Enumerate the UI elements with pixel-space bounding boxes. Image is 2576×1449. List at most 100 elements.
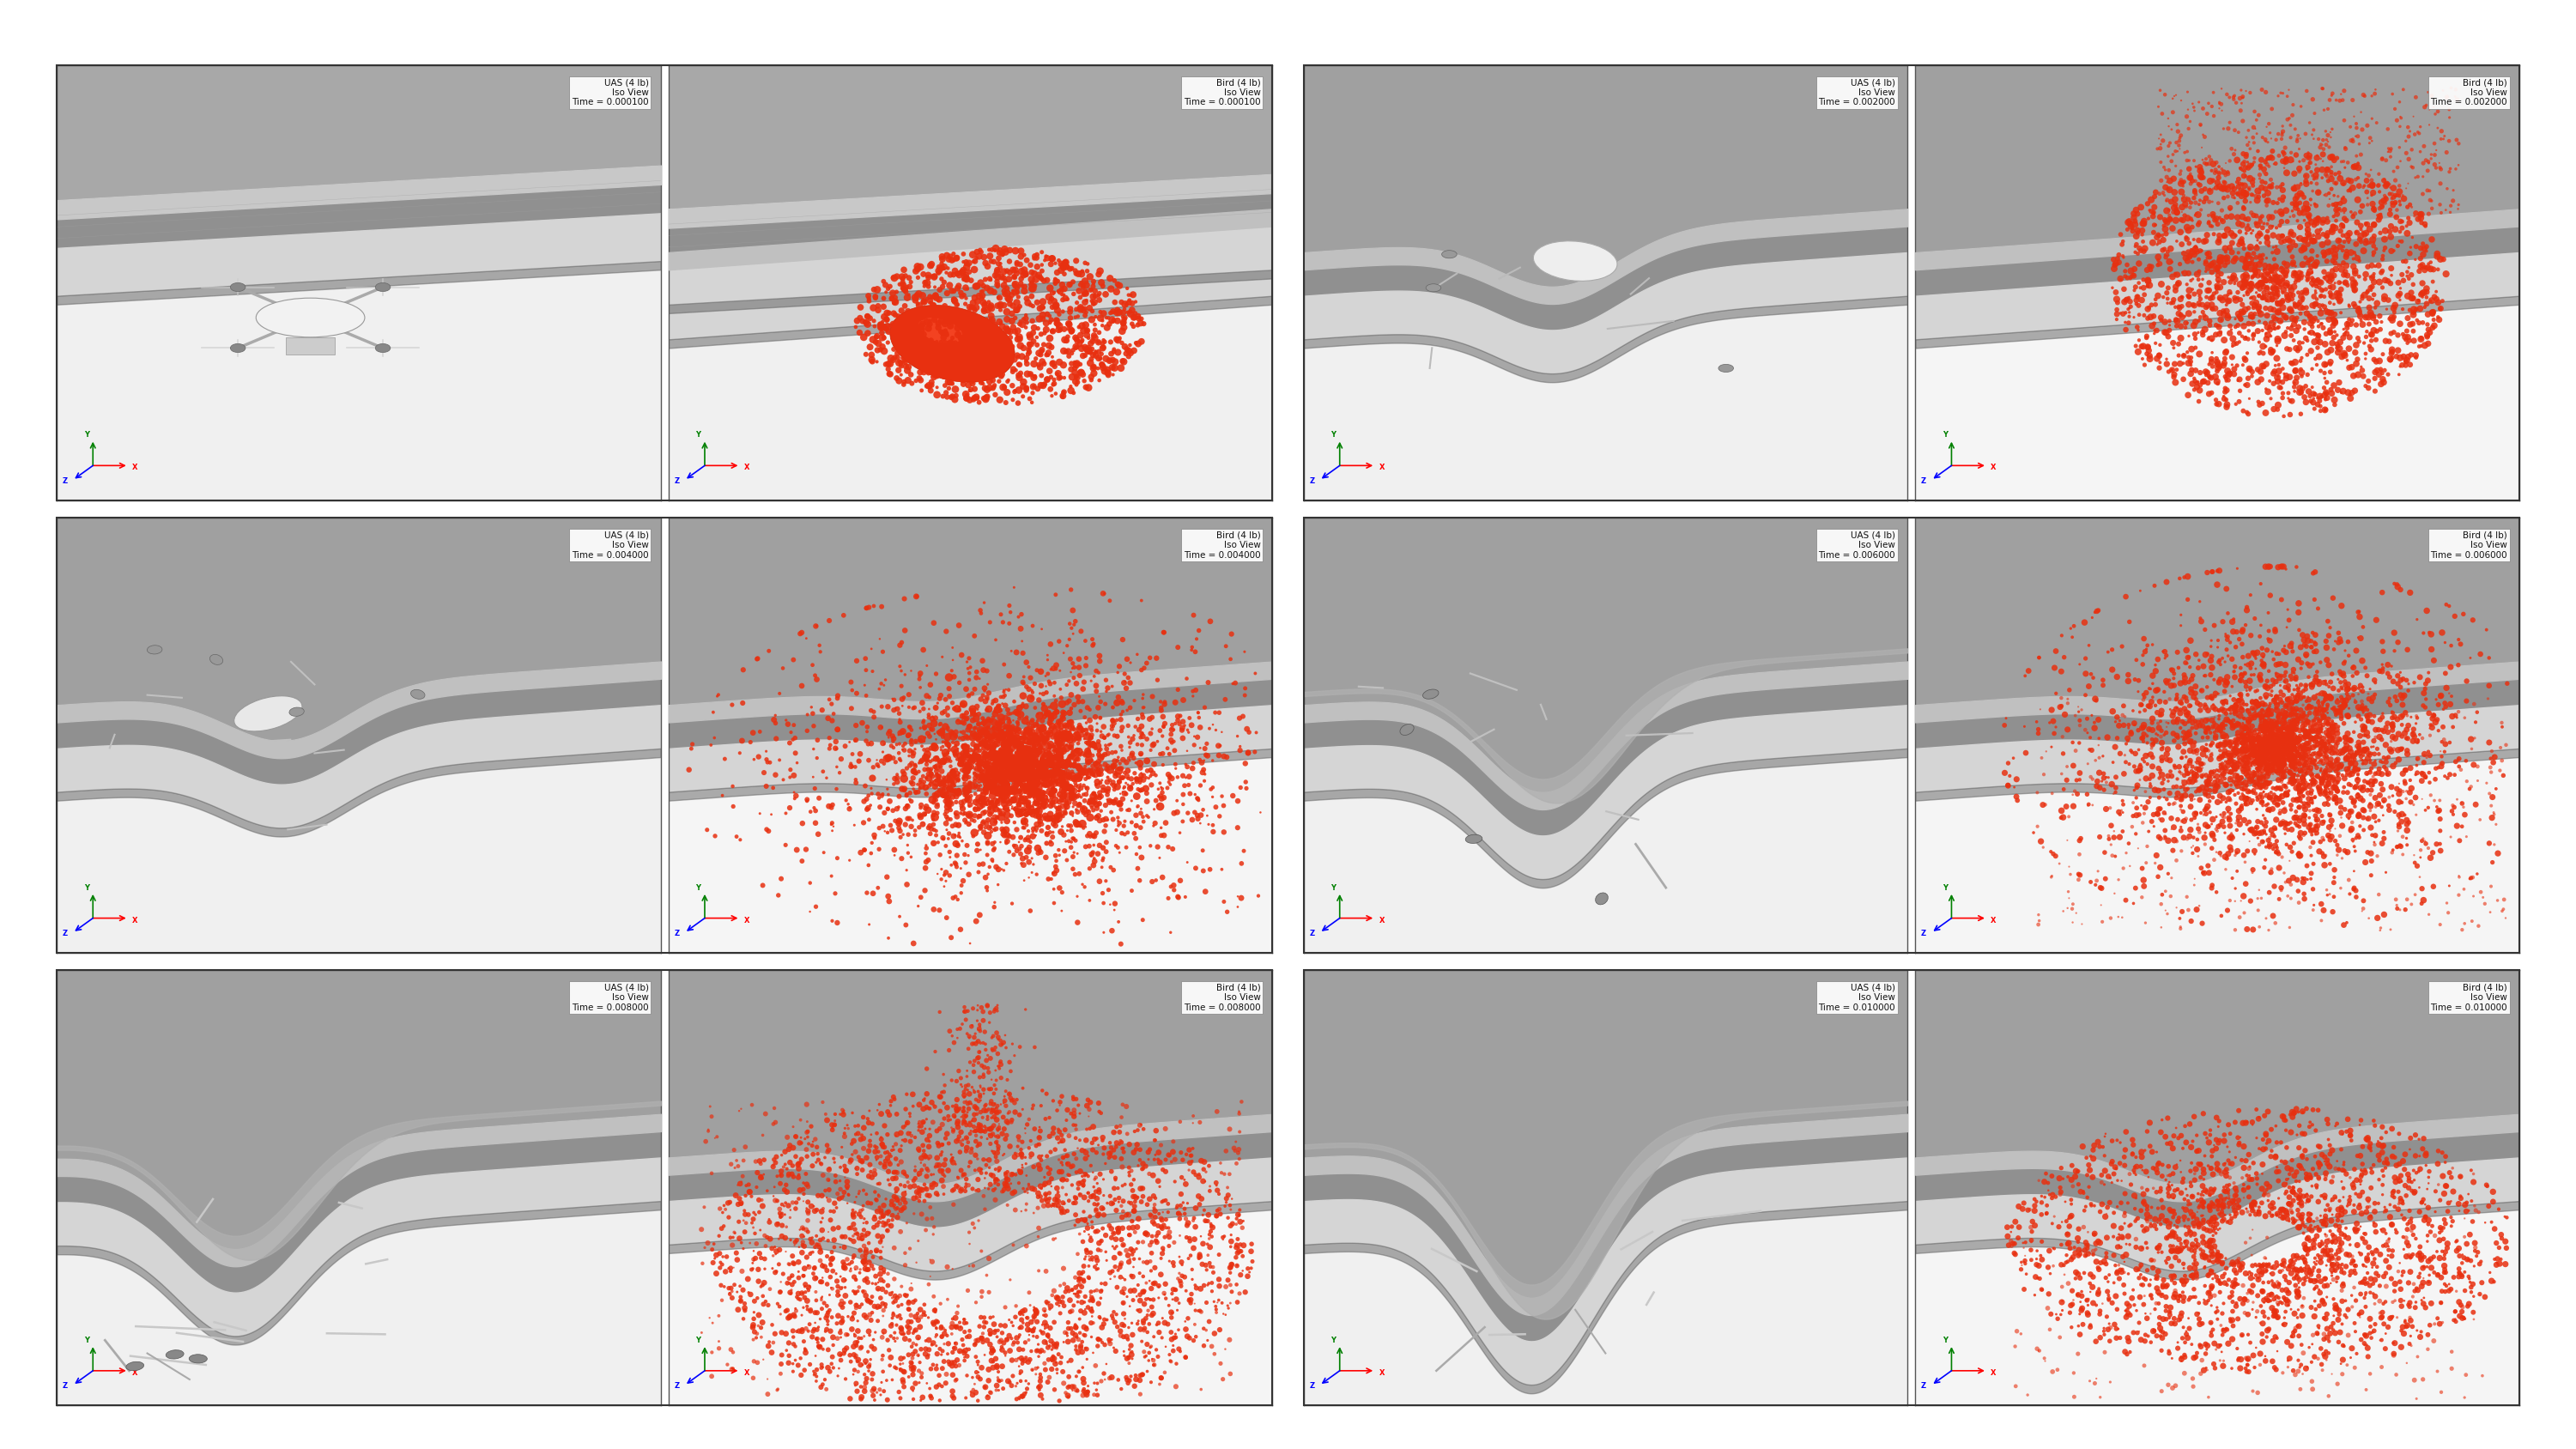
Point — [886, 1284, 927, 1307]
Point — [2378, 813, 2419, 836]
Point — [2205, 759, 2246, 782]
Point — [1074, 1175, 1115, 1198]
Point — [1123, 1177, 1164, 1200]
Point — [2130, 772, 2172, 796]
Point — [999, 326, 1041, 349]
Point — [2321, 1290, 2362, 1313]
Point — [1115, 1185, 1157, 1208]
Point — [927, 309, 969, 332]
Point — [2002, 1253, 2043, 1277]
Point — [1131, 1204, 1172, 1227]
Point — [2308, 726, 2349, 749]
Point — [971, 794, 1012, 817]
Point — [1048, 713, 1090, 736]
Point — [2285, 1237, 2326, 1261]
Point — [2406, 323, 2447, 346]
Point — [2300, 697, 2342, 720]
Point — [2280, 301, 2321, 325]
Point — [989, 752, 1030, 775]
Point — [1996, 1226, 2038, 1249]
Point — [2326, 245, 2367, 268]
Point — [2269, 740, 2311, 764]
Point — [2084, 762, 2125, 785]
Point — [1059, 1101, 1100, 1124]
Point — [925, 358, 966, 381]
Point — [914, 823, 956, 846]
Point — [2318, 1190, 2360, 1213]
Point — [1043, 642, 1084, 665]
Point — [2264, 1200, 2306, 1223]
Point — [744, 1148, 786, 1171]
Point — [765, 1203, 806, 1226]
Point — [2032, 1255, 2074, 1278]
Point — [2246, 213, 2287, 236]
Point — [2321, 703, 2362, 726]
Point — [2231, 275, 2272, 298]
Point — [971, 777, 1012, 800]
Point — [912, 804, 953, 827]
Point — [891, 1335, 933, 1358]
Point — [832, 1213, 873, 1236]
Point — [2439, 758, 2481, 781]
Point — [943, 735, 984, 758]
Point — [1211, 1214, 1252, 1237]
Point — [2161, 784, 2202, 807]
Point — [2202, 1265, 2244, 1288]
Point — [2169, 158, 2210, 181]
Point — [2264, 736, 2306, 759]
Point — [1074, 782, 1115, 806]
Point — [853, 1379, 894, 1403]
Point — [2347, 170, 2388, 193]
Point — [2293, 123, 2334, 146]
Point — [943, 342, 984, 365]
Point — [1043, 1272, 1084, 1295]
Point — [2290, 817, 2331, 840]
Point — [2326, 674, 2367, 697]
Point — [1162, 764, 1203, 787]
Point — [1133, 1272, 1175, 1295]
Point — [1007, 839, 1048, 862]
Point — [2429, 1278, 2470, 1301]
Point — [2280, 742, 2321, 765]
Point — [987, 755, 1028, 778]
Point — [1012, 732, 1054, 755]
Point — [984, 735, 1025, 758]
Point — [989, 1324, 1030, 1348]
Point — [976, 1149, 1018, 1172]
Point — [2264, 822, 2306, 845]
Point — [999, 294, 1041, 317]
Point — [1023, 788, 1064, 811]
Point — [2272, 736, 2313, 759]
Point — [2277, 729, 2318, 752]
Point — [1033, 780, 1074, 803]
Point — [2146, 1275, 2187, 1298]
Point — [956, 241, 997, 264]
Point — [2272, 352, 2313, 375]
Point — [2308, 787, 2349, 810]
Point — [781, 1320, 822, 1343]
Point — [2184, 252, 2226, 275]
Point — [2208, 1332, 2249, 1355]
Point — [2156, 782, 2197, 806]
Point — [1012, 846, 1054, 869]
Point — [1010, 362, 1051, 385]
Point — [2432, 1210, 2473, 1233]
Point — [2231, 222, 2272, 245]
Point — [1051, 736, 1092, 759]
Point — [2231, 743, 2272, 767]
Point — [2254, 735, 2295, 758]
Point — [2347, 709, 2388, 732]
Point — [2339, 297, 2380, 320]
Point — [873, 843, 914, 867]
Point — [2218, 191, 2259, 214]
Point — [2246, 753, 2287, 777]
Point — [2427, 1200, 2468, 1223]
Point — [922, 1350, 963, 1374]
Point — [933, 1178, 974, 1201]
Point — [2287, 710, 2329, 733]
Point — [2272, 769, 2313, 793]
Point — [708, 1277, 750, 1300]
Point — [2110, 297, 2151, 320]
Point — [1188, 1223, 1229, 1246]
Point — [2406, 1206, 2447, 1229]
